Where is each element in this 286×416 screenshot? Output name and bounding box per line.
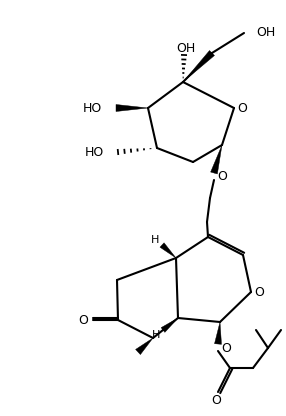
Polygon shape bbox=[214, 322, 221, 344]
Text: H: H bbox=[151, 235, 159, 245]
Text: H: H bbox=[152, 330, 160, 340]
Text: O: O bbox=[254, 285, 264, 299]
Text: O: O bbox=[237, 102, 247, 114]
Polygon shape bbox=[183, 50, 214, 82]
Text: O: O bbox=[78, 314, 88, 327]
Polygon shape bbox=[116, 104, 148, 111]
Text: O: O bbox=[217, 171, 227, 183]
Text: O: O bbox=[221, 342, 231, 356]
Polygon shape bbox=[210, 145, 222, 174]
Text: HO: HO bbox=[85, 146, 104, 158]
Polygon shape bbox=[160, 243, 176, 258]
Text: O: O bbox=[211, 394, 221, 406]
Text: HO: HO bbox=[83, 102, 102, 114]
Text: OH: OH bbox=[176, 42, 196, 55]
Text: OH: OH bbox=[256, 27, 275, 40]
Polygon shape bbox=[161, 318, 178, 332]
Polygon shape bbox=[136, 338, 153, 354]
